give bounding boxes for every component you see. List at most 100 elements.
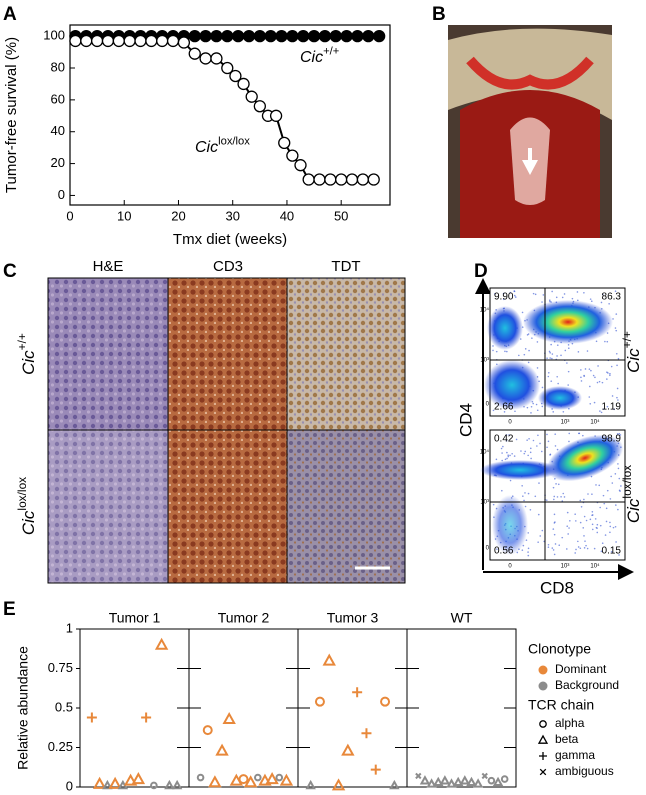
event-dot bbox=[588, 368, 591, 370]
event-dot bbox=[577, 351, 580, 353]
event-dot bbox=[561, 536, 564, 539]
data-point bbox=[459, 775, 471, 785]
event-dot bbox=[606, 489, 609, 492]
event-dot bbox=[586, 547, 589, 550]
event-dot bbox=[538, 482, 540, 484]
data-point bbox=[164, 779, 175, 790]
event-dot bbox=[579, 547, 582, 550]
event-dot bbox=[606, 371, 608, 374]
event-dot bbox=[609, 525, 612, 528]
event-dot bbox=[540, 450, 543, 453]
y-tick-label: 40 bbox=[51, 123, 65, 138]
data-point bbox=[466, 776, 477, 787]
x-tick-label: 0 bbox=[66, 208, 73, 223]
event-dot bbox=[492, 345, 494, 347]
marker bbox=[264, 30, 277, 43]
marker bbox=[199, 52, 212, 65]
event-dot bbox=[617, 357, 620, 360]
legend-swatch bbox=[539, 720, 547, 728]
quadrant-percent: 0.56 bbox=[494, 546, 514, 557]
event-dot bbox=[615, 313, 618, 315]
event-dot bbox=[549, 357, 551, 359]
x-tick-label: 10³ bbox=[561, 420, 570, 426]
marker bbox=[237, 77, 250, 91]
event-dot bbox=[591, 528, 594, 531]
event-dot bbox=[529, 451, 532, 454]
event-dot bbox=[583, 547, 586, 549]
marker bbox=[269, 109, 283, 122]
event-dot bbox=[613, 408, 615, 411]
event-dot bbox=[492, 503, 495, 506]
event-dot bbox=[524, 450, 527, 453]
quadrant-percent: 0.42 bbox=[494, 434, 514, 445]
event-dot bbox=[528, 349, 530, 352]
event-dot bbox=[574, 513, 576, 516]
facet-title: Tumor 1 bbox=[109, 610, 161, 626]
event-dot bbox=[550, 343, 552, 346]
data-point bbox=[352, 687, 363, 698]
event-dot bbox=[580, 380, 583, 382]
event-dot bbox=[563, 496, 566, 498]
marker bbox=[242, 30, 256, 43]
superscript: lox/lox bbox=[218, 136, 250, 148]
event-dot bbox=[522, 495, 524, 497]
event-dot bbox=[616, 433, 619, 435]
event-dot bbox=[504, 350, 506, 353]
event-dot bbox=[593, 547, 596, 550]
event-dot bbox=[513, 455, 516, 457]
event-dot bbox=[554, 433, 557, 435]
event-dot bbox=[565, 548, 568, 550]
facet-title: Tumor 3 bbox=[327, 610, 379, 626]
event-dot bbox=[601, 381, 604, 384]
x-tick-label: 0 bbox=[508, 420, 512, 426]
event-dot bbox=[520, 450, 522, 452]
event-dot bbox=[617, 399, 619, 401]
event-dot bbox=[610, 550, 613, 553]
event-dot bbox=[514, 410, 516, 413]
event-dot bbox=[548, 299, 551, 302]
data-point bbox=[222, 712, 236, 725]
event-dot bbox=[539, 442, 541, 445]
event-dot bbox=[563, 293, 566, 295]
event-dot bbox=[506, 451, 508, 454]
event-dot bbox=[618, 432, 621, 435]
marker bbox=[302, 173, 315, 186]
event-dot bbox=[594, 376, 596, 379]
histology-grid bbox=[47, 277, 406, 584]
event-dot bbox=[556, 355, 558, 357]
event-dot bbox=[535, 403, 538, 406]
event-dot bbox=[560, 354, 562, 357]
marker bbox=[134, 34, 147, 48]
event-dot bbox=[554, 445, 557, 447]
data-point bbox=[314, 696, 325, 707]
event-dot bbox=[551, 353, 554, 355]
event-dot bbox=[619, 434, 622, 436]
y-tick-label: 10³ bbox=[480, 500, 489, 506]
quadrant-percent: 0.15 bbox=[602, 546, 622, 557]
x-tick-label: 0 bbox=[508, 564, 512, 570]
data-point bbox=[419, 775, 431, 785]
event-dot bbox=[524, 505, 527, 508]
event-dot bbox=[580, 505, 583, 508]
density bbox=[492, 495, 528, 555]
marker bbox=[210, 30, 223, 43]
event-dot bbox=[567, 370, 570, 373]
marker bbox=[90, 34, 104, 48]
event-dot bbox=[502, 298, 505, 301]
superscript: +/+ bbox=[323, 46, 339, 58]
legend-title: Clonotype bbox=[528, 641, 591, 657]
marker bbox=[324, 173, 337, 186]
event-dot bbox=[619, 490, 621, 492]
event-dot bbox=[609, 372, 611, 375]
axis-label: CD8 bbox=[540, 578, 574, 597]
density bbox=[523, 300, 613, 344]
event-dot bbox=[614, 473, 617, 475]
event-dot bbox=[596, 381, 599, 384]
event-dot bbox=[553, 495, 556, 498]
marker bbox=[69, 34, 82, 48]
event-dot bbox=[592, 374, 595, 377]
event-dot bbox=[509, 291, 512, 294]
event-dot bbox=[596, 523, 599, 526]
event-dot bbox=[513, 290, 516, 293]
event-dot bbox=[511, 452, 513, 455]
